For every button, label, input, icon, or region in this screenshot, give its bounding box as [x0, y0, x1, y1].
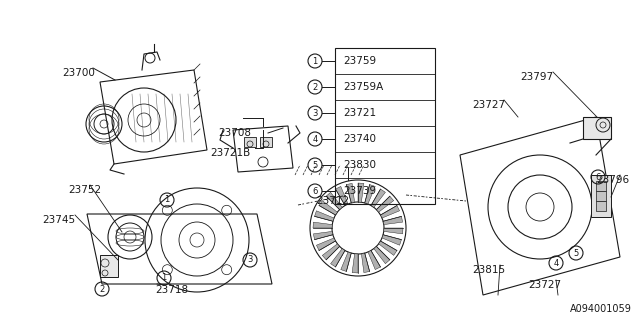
Text: 23759: 23759	[343, 56, 376, 66]
Bar	[596, 201, 606, 211]
Text: A094001059: A094001059	[570, 304, 632, 314]
Bar	[244, 137, 256, 147]
Text: 23740: 23740	[343, 134, 376, 144]
Text: 5: 5	[312, 161, 317, 170]
Polygon shape	[316, 238, 335, 251]
Polygon shape	[319, 201, 337, 215]
Polygon shape	[374, 246, 390, 264]
Polygon shape	[376, 196, 394, 212]
Polygon shape	[313, 222, 332, 228]
Text: 2: 2	[312, 83, 317, 92]
Polygon shape	[382, 235, 401, 245]
Bar	[591, 175, 611, 217]
Text: 23759A: 23759A	[343, 82, 383, 92]
Text: 1: 1	[161, 274, 166, 283]
Polygon shape	[346, 183, 355, 203]
Bar	[596, 191, 606, 201]
Text: 5: 5	[573, 249, 579, 258]
Polygon shape	[335, 187, 348, 205]
Text: 23745: 23745	[42, 215, 75, 225]
Text: 23739: 23739	[343, 186, 376, 196]
Text: 3: 3	[247, 255, 253, 265]
Polygon shape	[326, 192, 342, 210]
Bar	[260, 137, 272, 147]
Polygon shape	[352, 254, 358, 273]
Polygon shape	[381, 205, 399, 218]
Text: 23797: 23797	[520, 72, 553, 82]
Bar	[335, 48, 435, 204]
Polygon shape	[340, 252, 351, 271]
Text: 23752: 23752	[68, 185, 101, 195]
Bar	[583, 117, 611, 139]
Text: 4: 4	[312, 134, 317, 143]
Bar	[100, 255, 118, 277]
Text: 1: 1	[312, 57, 317, 66]
Bar	[596, 181, 606, 191]
Text: 23727: 23727	[528, 280, 561, 290]
Text: 23721: 23721	[343, 108, 376, 118]
Text: 23700: 23700	[62, 68, 95, 78]
Text: 6: 6	[312, 187, 317, 196]
Polygon shape	[379, 241, 397, 255]
Text: 23721B: 23721B	[210, 148, 250, 158]
Text: 23796: 23796	[596, 175, 629, 185]
Text: 1: 1	[164, 196, 170, 204]
Text: 23712: 23712	[316, 196, 349, 206]
Polygon shape	[358, 183, 364, 202]
Polygon shape	[368, 251, 381, 269]
Polygon shape	[365, 185, 375, 204]
Text: 2: 2	[99, 284, 104, 293]
Text: 6: 6	[595, 172, 601, 181]
Text: 23830: 23830	[343, 160, 376, 170]
Polygon shape	[384, 228, 403, 234]
Text: 23718: 23718	[155, 285, 188, 295]
Polygon shape	[323, 244, 340, 260]
Polygon shape	[314, 231, 333, 240]
Text: 23815: 23815	[472, 265, 505, 275]
Polygon shape	[362, 253, 370, 273]
Polygon shape	[314, 211, 334, 221]
Text: 4: 4	[554, 259, 559, 268]
Text: 3: 3	[312, 108, 317, 117]
Polygon shape	[371, 189, 385, 207]
Polygon shape	[383, 216, 403, 225]
Text: 23708: 23708	[218, 128, 251, 138]
Text: 23727: 23727	[472, 100, 505, 110]
Polygon shape	[331, 249, 345, 267]
